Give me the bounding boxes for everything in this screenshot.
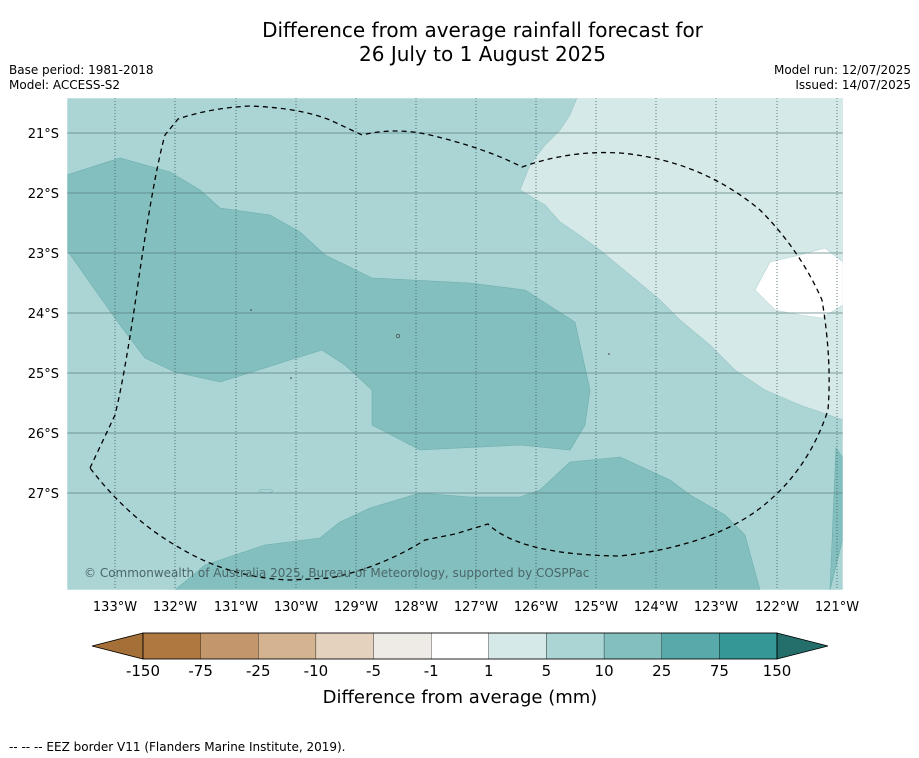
lon-label: 133°W bbox=[93, 600, 137, 615]
colorbar-tick-label: -5 bbox=[366, 662, 381, 680]
colorbar-tick-label: -25 bbox=[246, 662, 271, 680]
lon-label: 132°W bbox=[153, 600, 197, 615]
band-1-5 bbox=[519, 98, 843, 421]
colorbar-segment bbox=[431, 632, 489, 660]
eez-legend-note: -- -- -- EEZ border V11 (Flanders Marine… bbox=[9, 740, 346, 754]
band-minus1-1 bbox=[754, 247, 843, 319]
colorbar-segment bbox=[603, 632, 662, 660]
eez-border-line bbox=[89, 105, 830, 581]
island-shape bbox=[290, 377, 292, 379]
island-shape bbox=[258, 488, 274, 494]
band-10-25-south bbox=[829, 447, 843, 590]
issued-text: Issued: 14/07/2025 bbox=[795, 78, 911, 92]
lat-label: 22°S bbox=[28, 187, 59, 202]
lon-gridlines bbox=[114, 98, 838, 590]
copyright-text: © Commonwealth of Australia 2025, Bureau… bbox=[84, 566, 589, 580]
lon-label: 122°W bbox=[755, 600, 799, 615]
lat-label: 26°S bbox=[28, 427, 59, 442]
colorbar: -150 -75 -25 -10 -5 -1 1 5 10 25 75 150 bbox=[91, 632, 829, 680]
colorbar-outline bbox=[142, 632, 778, 660]
colorbar-tick-label: 5 bbox=[542, 662, 552, 680]
lat-gridlines bbox=[67, 132, 843, 494]
island-shape bbox=[608, 353, 610, 355]
lon-label: 128°W bbox=[394, 600, 438, 615]
colorbar-tick-label: -1 bbox=[424, 662, 439, 680]
colorbar-segment bbox=[200, 632, 259, 660]
colorbar-segment bbox=[258, 632, 317, 660]
colorbar-tick-label: 25 bbox=[652, 662, 671, 680]
lon-label: 125°W bbox=[574, 600, 618, 615]
model-text: Model: ACCESS-S2 bbox=[9, 78, 121, 92]
colorbar-segment bbox=[719, 632, 778, 660]
map-title: Difference from average rainfall forecas… bbox=[0, 18, 919, 66]
map-frame bbox=[66, 97, 844, 591]
colorbar-segment bbox=[488, 632, 547, 660]
lon-label: 124°W bbox=[634, 600, 678, 615]
meta-left: Base period: 1981-2018 Model: ACCESS-S2 bbox=[9, 63, 154, 93]
lon-label: 129°W bbox=[334, 600, 378, 615]
lon-label: 127°W bbox=[454, 600, 498, 615]
colorbar-segment bbox=[661, 632, 720, 660]
colorbar-segment bbox=[315, 632, 374, 660]
base-period-text: Base period: 1981-2018 bbox=[9, 63, 154, 77]
colorbar-extend-low bbox=[91, 632, 144, 660]
map-plot-area: © Commonwealth of Australia 2025, Bureau… bbox=[67, 98, 843, 590]
lat-labels: 21°S 22°S 23°S 24°S 25°S 26°S 27°S bbox=[28, 127, 59, 502]
colorbar-tick-label: 150 bbox=[763, 662, 792, 680]
colorbar-tick-label: 1 bbox=[484, 662, 494, 680]
band-10-25-central bbox=[67, 157, 591, 451]
title-line-1: Difference from average rainfall forecas… bbox=[262, 18, 703, 42]
lon-label: 121°W bbox=[815, 600, 859, 615]
island-shape bbox=[250, 309, 252, 311]
lon-label: 131°W bbox=[214, 600, 258, 615]
colorbar-tick-label: 75 bbox=[710, 662, 729, 680]
lon-label: 123°W bbox=[694, 600, 738, 615]
lon-label: 130°W bbox=[274, 600, 318, 615]
title-line-2: 26 July to 1 August 2025 bbox=[359, 42, 606, 66]
colorbar-segment bbox=[373, 632, 432, 660]
model-run-text: Model run: 12/07/2025 bbox=[773, 63, 911, 77]
island-shape bbox=[395, 333, 401, 339]
meta-right: Model run: 12/07/2025 Issued: 14/07/2025 bbox=[774, 63, 911, 93]
lat-label: 25°S bbox=[28, 367, 59, 382]
lon-label: 126°W bbox=[514, 600, 558, 615]
colorbar-tick-label: -10 bbox=[304, 662, 329, 680]
lat-label: 21°S bbox=[28, 127, 59, 142]
colorbar-extend-high bbox=[776, 632, 829, 660]
lat-label: 23°S bbox=[28, 247, 59, 262]
colorbar-tick-label: -75 bbox=[188, 662, 213, 680]
colorbar-label: Difference from average (mm) bbox=[323, 687, 598, 708]
colorbar-tick-label: -150 bbox=[126, 662, 160, 680]
lon-labels: 133°W 132°W 131°W 130°W 129°W 128°W 127°… bbox=[93, 600, 859, 615]
lat-label: 27°S bbox=[28, 487, 59, 502]
colorbar-segment bbox=[142, 632, 201, 660]
colorbar-segment bbox=[546, 632, 605, 660]
colorbar-tick-label: 10 bbox=[595, 662, 614, 680]
lat-label: 24°S bbox=[28, 307, 59, 322]
band-10-25-south-main bbox=[174, 456, 761, 590]
